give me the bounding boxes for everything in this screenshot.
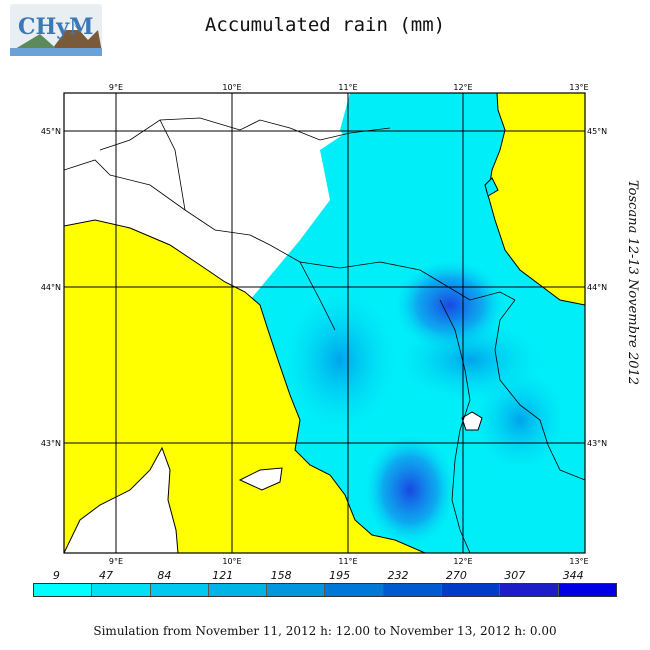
island-elba — [238, 467, 283, 491]
colorbar-segment — [500, 584, 559, 596]
simulation-caption: Simulation from November 11, 2012 h: 12.… — [93, 624, 557, 638]
lat-label: 45°N — [41, 127, 61, 136]
lon-labels-bottom: 9°E 10°E 11°E 12°E 13°E — [109, 557, 589, 566]
island-small — [484, 177, 499, 197]
region-borders — [64, 117, 585, 553]
colorbar-segment — [34, 584, 93, 596]
page-title: Accumulated rain (mm) — [204, 14, 446, 36]
rain-area-east — [475, 370, 565, 470]
colorbar-labels: 9 47 84 121 158 195 232 270 307 344 — [33, 569, 617, 583]
lat-label: 43°N — [41, 439, 61, 448]
lon-label: 10°E — [222, 83, 241, 92]
lat-label: 44°N — [587, 283, 607, 292]
colorbar-label: 270 — [445, 569, 467, 582]
lon-label: 13°E — [569, 557, 588, 566]
lat-labels-right: 45°N 44°N 43°N — [587, 127, 607, 448]
colorbar-label: 344 — [562, 569, 584, 582]
colorbar-segment — [558, 584, 616, 596]
colorbar-label: 307 — [504, 569, 526, 582]
rain-area-west — [285, 290, 395, 430]
lon-label: 13°E — [569, 83, 588, 92]
colorbar-segment — [383, 584, 443, 596]
colorbar-label: 84 — [157, 569, 172, 582]
colorbar-segment — [208, 584, 268, 596]
lat-label: 44°N — [41, 283, 61, 292]
colorbar-label: 47 — [99, 569, 113, 582]
chym-logo: CHyM — [10, 4, 102, 56]
lon-label: 10°E — [222, 557, 241, 566]
lat-label: 43°N — [587, 439, 607, 448]
colorbar-label: 195 — [329, 569, 351, 582]
graticule — [64, 93, 585, 553]
colorbar-segment — [325, 584, 384, 596]
lon-label: 9°E — [109, 83, 123, 92]
lon-label: 11°E — [338, 83, 357, 92]
map-frame — [63, 92, 586, 554]
lat-labels-left: 45°N 44°N 43°N — [41, 127, 61, 448]
rain-field-north — [340, 93, 500, 210]
logo-text: CHyM — [18, 14, 93, 40]
colorbar-label: 232 — [387, 569, 409, 582]
colorbar — [33, 583, 617, 597]
colorbar-segment — [442, 584, 501, 596]
colorbar-label: 158 — [270, 569, 292, 582]
colorbar-label: 121 — [212, 569, 234, 582]
rain-max-south — [365, 435, 455, 545]
lon-label: 12°E — [453, 557, 472, 566]
lon-label: 11°E — [338, 557, 357, 566]
colorbar-segment — [267, 584, 326, 596]
lon-labels-top: 9°E 10°E 11°E 12°E 13°E — [109, 83, 589, 92]
lon-label: 9°E — [109, 557, 123, 566]
sea-adriatic — [487, 93, 585, 306]
colorbar-label: 9 — [52, 569, 60, 582]
colorbar-segment — [92, 584, 151, 596]
island-corsica — [64, 446, 179, 553]
colorbar-segment — [150, 584, 209, 596]
lake-trasimeno — [461, 411, 483, 431]
lat-label: 45°N — [587, 127, 607, 136]
region-date-label: Toscana 12-13 Novembre 2012 — [625, 180, 640, 386]
lon-label: 12°E — [453, 83, 472, 92]
